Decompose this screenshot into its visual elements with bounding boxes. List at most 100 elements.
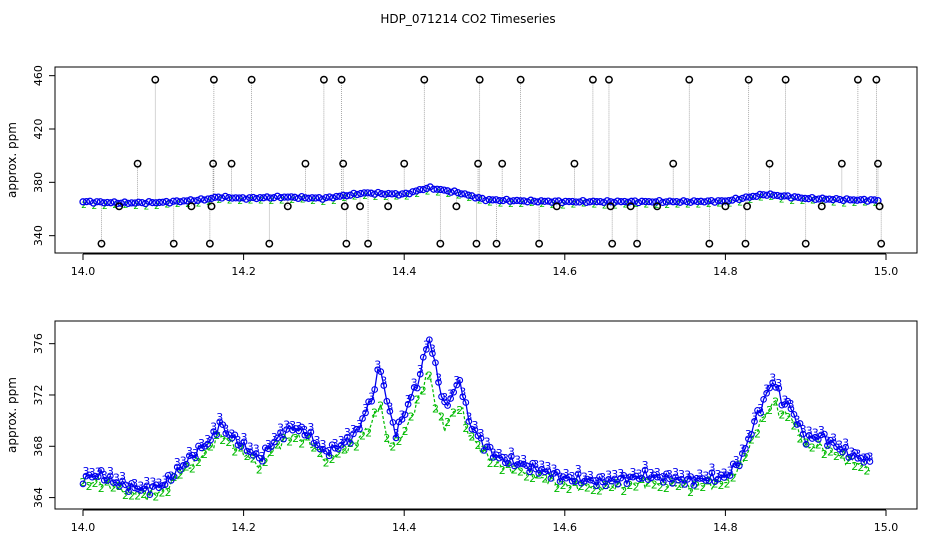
data-point	[176, 466, 184, 474]
outlier-point	[781, 75, 790, 84]
series-mark-3: 3	[149, 476, 156, 489]
series-mark-3: 3	[599, 471, 606, 484]
data-point	[851, 449, 859, 456]
data-point	[419, 353, 427, 361]
data-point	[359, 415, 366, 422]
series-mark-2: 2	[189, 463, 196, 476]
data-point	[488, 196, 497, 204]
data-point	[391, 189, 400, 198]
data-point	[166, 199, 174, 207]
series-mark-2: 2	[140, 488, 147, 501]
data-point	[663, 470, 670, 478]
series-mark-2: 2	[250, 452, 257, 465]
data-point	[110, 198, 118, 206]
data-point	[620, 197, 629, 206]
data-point	[155, 198, 164, 207]
series-mark-3: 3	[794, 413, 801, 426]
outlier-point	[247, 75, 256, 84]
data-point	[537, 197, 545, 205]
y-tick-label: 380	[32, 172, 45, 193]
series-mark-2: 2	[274, 439, 281, 452]
data-point	[723, 471, 731, 479]
series-mark-3: 3	[216, 411, 223, 424]
series-mark-2: 2	[389, 441, 396, 454]
data-point	[681, 481, 688, 488]
series-mark-3: 3	[289, 419, 296, 432]
series-mark-2: 2	[737, 198, 743, 208]
series-mark-3: 3	[757, 402, 764, 415]
data-point	[745, 435, 752, 443]
series-mark-2: 2	[408, 411, 415, 424]
data-point	[756, 190, 764, 199]
data-point	[534, 198, 542, 206]
data-point	[742, 193, 750, 201]
data-point	[243, 447, 251, 455]
series-mark-2: 2	[602, 201, 608, 211]
series-mark-3: 3	[332, 437, 339, 450]
series-mark-2: 2	[827, 445, 834, 458]
data-point	[462, 399, 470, 406]
data-point	[863, 453, 871, 460]
series-mark-3: 3	[113, 472, 120, 485]
series-mark-2: 2	[177, 469, 184, 482]
data-point	[791, 193, 799, 201]
series-mark-3: 3	[143, 475, 150, 488]
data-point	[204, 195, 212, 203]
data-point	[429, 350, 436, 357]
data-point	[252, 450, 260, 457]
x-tick-label: 14.6	[553, 265, 578, 278]
series-mark-3: 3	[95, 466, 102, 479]
data-point	[845, 454, 853, 461]
data-point	[459, 393, 467, 401]
series-mark-2: 2	[395, 435, 402, 448]
data-point	[237, 443, 245, 450]
data-point	[793, 421, 801, 428]
series-mark-3: 3	[478, 427, 485, 440]
data-point	[97, 467, 105, 474]
data-point	[544, 467, 552, 475]
series-mark-3: 3	[830, 432, 837, 445]
outlier-point	[436, 239, 445, 248]
data-point	[529, 459, 537, 467]
outlier-point	[741, 239, 750, 248]
data-point	[343, 192, 351, 200]
data-point	[370, 190, 379, 198]
series-mark-2: 2	[195, 456, 202, 469]
data-point	[377, 368, 385, 375]
outlier-point	[605, 75, 613, 84]
data-point	[231, 431, 239, 439]
series-mark-2: 2	[373, 193, 379, 203]
data-point	[453, 381, 461, 389]
series-mark-2: 2	[341, 194, 347, 204]
series-mark-2: 2	[541, 473, 548, 486]
y-tick-label: 372	[32, 384, 45, 405]
series-mark-3: 3	[301, 424, 308, 437]
x-axis: 14.0 14.2 14.4 14.6 14.8 15.0	[71, 509, 898, 534]
series-mark-3: 3	[484, 436, 491, 449]
series-mark-2: 2	[158, 487, 165, 500]
data-point	[530, 197, 538, 205]
data-point	[617, 198, 625, 206]
series-mark-3: 3	[405, 393, 412, 406]
data-point	[675, 476, 682, 484]
data-point	[556, 478, 564, 485]
data-point	[239, 194, 247, 202]
data-point	[638, 475, 646, 482]
series-mark-3: 3	[812, 426, 819, 439]
x-tick-label: 14.0	[71, 265, 96, 278]
data-point	[870, 196, 879, 204]
outlier-point	[384, 202, 393, 211]
outlier-point	[364, 239, 373, 248]
data-point	[495, 454, 503, 462]
data-point	[413, 384, 421, 392]
data-point	[82, 197, 91, 206]
data-point	[526, 468, 533, 476]
data-point	[468, 425, 476, 433]
data-point	[690, 481, 698, 489]
y-tick-label: 376	[32, 333, 45, 354]
series-mark-3: 3	[702, 469, 709, 482]
series-mark-2: 2	[654, 201, 660, 211]
series-mark-3: 3	[441, 391, 448, 404]
series-mark-2: 2	[256, 464, 263, 477]
data-point	[738, 194, 747, 202]
